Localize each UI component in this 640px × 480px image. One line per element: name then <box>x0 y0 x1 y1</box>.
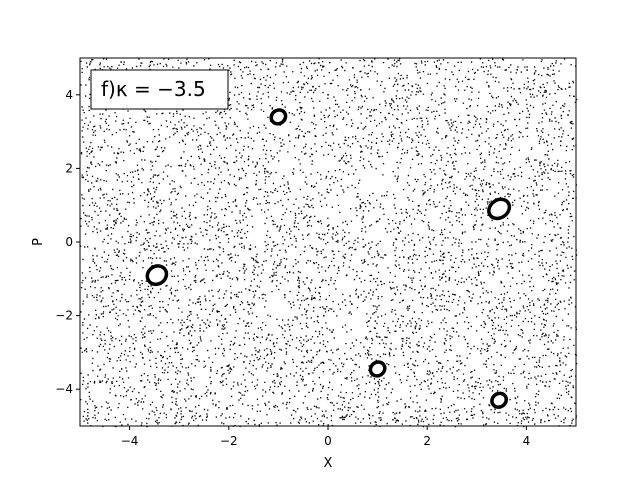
y-tick-label: −2 <box>55 309 73 323</box>
x-tick-label: 2 <box>423 434 431 448</box>
x-tick-label: 4 <box>523 434 531 448</box>
chaotic-sea-points <box>80 58 578 428</box>
x-axis-label: X <box>324 456 333 471</box>
island-curves <box>145 108 512 409</box>
y-axis: −4 −2 0 2 4 <box>55 88 80 396</box>
annotation-text: f)κ = −3.5 <box>101 77 206 101</box>
x-tick-label: −2 <box>220 434 238 448</box>
x-tick-label: 0 <box>324 434 332 448</box>
island-curve-4 <box>368 360 387 378</box>
x-axis: −4 −2 0 2 4 <box>121 426 530 448</box>
y-tick-label: 0 <box>65 235 73 249</box>
annotation-box: f)κ = −3.5 <box>90 69 229 110</box>
island-curve-5 <box>490 391 509 409</box>
scatter-points <box>80 58 578 428</box>
y-tick-label: −4 <box>55 382 73 396</box>
y-axis-label: P <box>31 238 46 246</box>
y-tick-label: 4 <box>65 88 73 102</box>
island-curve-2 <box>487 197 512 221</box>
y-tick-label: 2 <box>65 161 73 175</box>
island-curve-1 <box>269 108 288 126</box>
island-curve-3 <box>145 264 169 287</box>
x-tick-label: −4 <box>121 434 139 448</box>
